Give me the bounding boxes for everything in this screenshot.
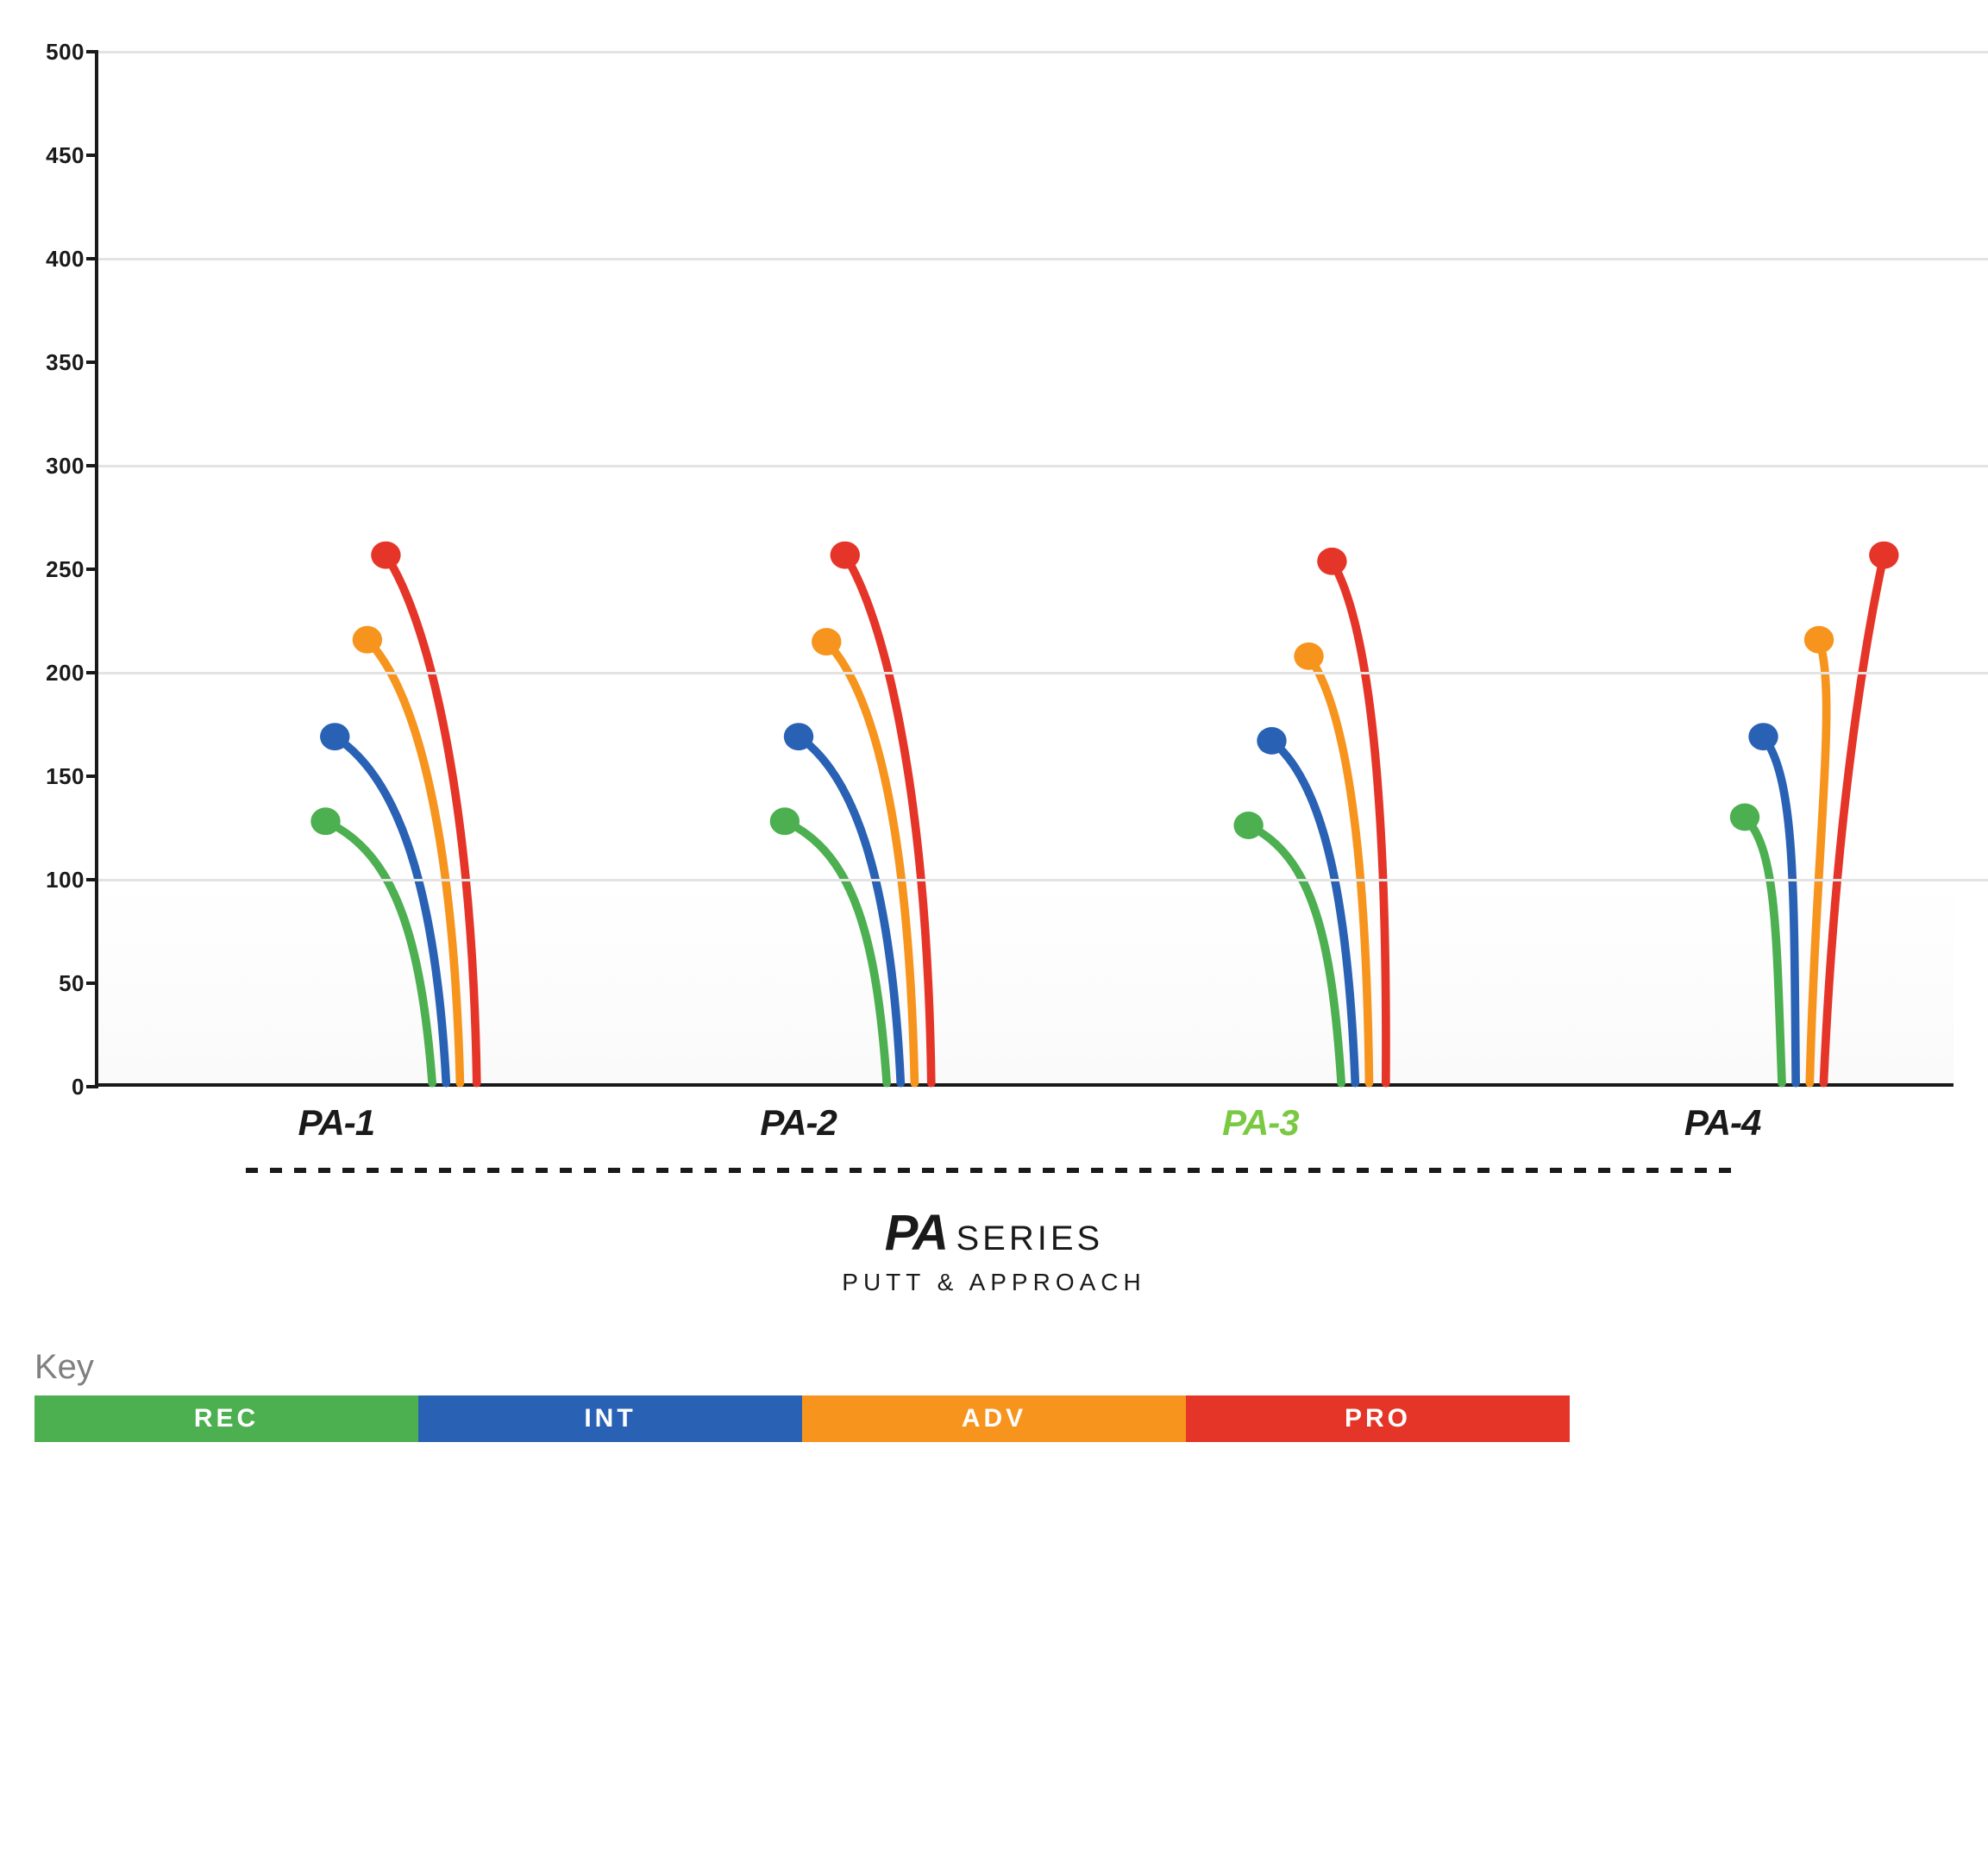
series-word: SERIES (956, 1220, 1104, 1257)
key-legend: RECINTADVPRO (34, 1395, 1570, 1442)
flight-marker-int (1748, 723, 1778, 750)
flight-marker-int (784, 723, 813, 750)
flight-marker-pro (1317, 548, 1346, 575)
flight-marker-rec (770, 807, 800, 835)
chart-area: 050100150200250300350400450500 (34, 52, 1954, 1087)
y-tick (86, 981, 98, 985)
flight-marker-pro (1869, 542, 1898, 569)
plot-region (95, 52, 1954, 1087)
x-axis-labels: PA-1PA-2PA-3PA-4 (105, 1102, 1954, 1144)
y-tick (86, 257, 98, 260)
y-tick (86, 464, 98, 467)
y-tick (86, 1085, 98, 1088)
flight-curve-pro (1332, 561, 1386, 1083)
y-tick (86, 361, 98, 364)
gridline (98, 879, 1988, 881)
x-label: PA-2 (568, 1102, 1030, 1144)
flight-curve-rec (1745, 817, 1782, 1083)
flight-marker-adv (1804, 626, 1834, 654)
key-segment-rec: REC (34, 1395, 418, 1442)
y-tick (86, 878, 98, 881)
gridline (98, 51, 1988, 53)
flight-marker-adv (1294, 643, 1323, 670)
flight-marker-adv (812, 628, 841, 655)
flight-marker-int (1257, 727, 1286, 755)
y-tick (86, 568, 98, 571)
gridline (98, 672, 1988, 674)
chart-container: 050100150200250300350400450500 PA-1PA-2P… (34, 52, 1954, 1442)
y-tick (86, 50, 98, 53)
dashed-separator (246, 1168, 1743, 1173)
gridline (98, 465, 1988, 467)
flight-marker-int (320, 723, 349, 750)
flight-marker-rec (1233, 812, 1263, 839)
key-segment-int: INT (418, 1395, 802, 1442)
y-tick (86, 774, 98, 778)
x-label: PA-4 (1491, 1102, 1954, 1144)
key-title: Key (34, 1348, 1954, 1387)
flight-marker-rec (1730, 803, 1759, 831)
y-tick (86, 671, 98, 674)
flight-marker-adv (353, 626, 382, 654)
series-title-block: PA SERIES (34, 1204, 1954, 1262)
flight-marker-pro (831, 542, 860, 569)
key-segment-pro: PRO (1186, 1395, 1570, 1442)
key-segment-adv: ADV (802, 1395, 1186, 1442)
series-subtitle: PUTT & APPROACH (34, 1269, 1954, 1296)
gridline (98, 258, 1988, 260)
curves-svg (98, 52, 1954, 1083)
x-label: PA-3 (1030, 1102, 1492, 1144)
flight-marker-pro (371, 542, 400, 569)
flight-curve-pro (1823, 555, 1884, 1083)
y-tick (86, 154, 98, 157)
x-label: PA-1 (105, 1102, 568, 1144)
flight-marker-rec (310, 807, 340, 835)
series-logo: PA (885, 1204, 947, 1262)
